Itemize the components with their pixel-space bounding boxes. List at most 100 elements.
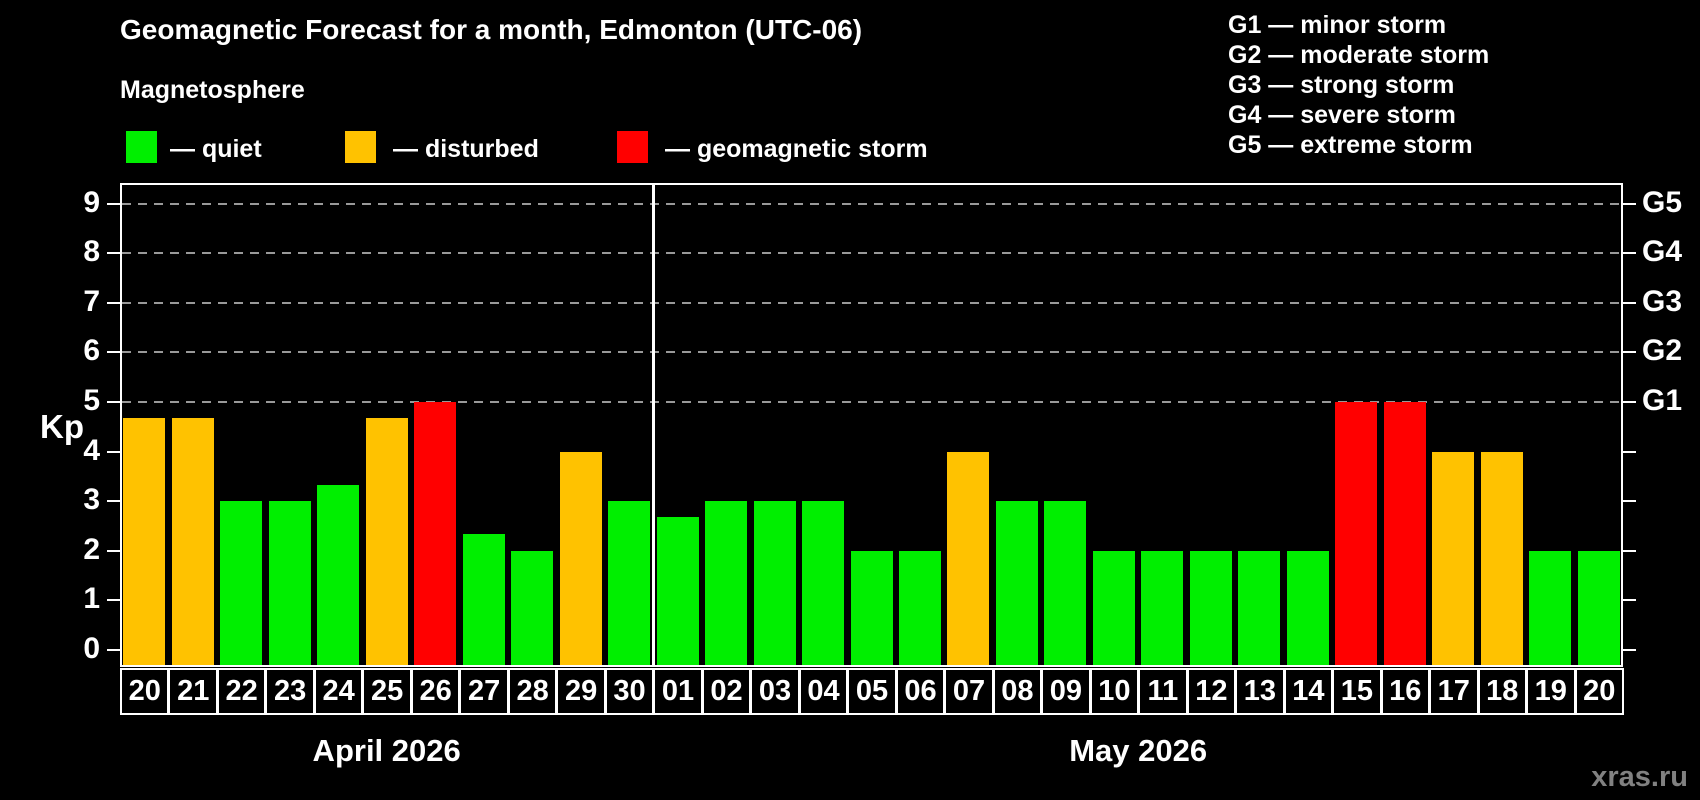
y-axis-tick-right	[1623, 400, 1636, 403]
day-label: 24	[313, 668, 364, 715]
disturbed-legend-label: — disturbed	[393, 135, 539, 163]
kp-bar	[268, 501, 311, 665]
y-axis-tick-left	[107, 549, 120, 552]
g1-legend-line: G1 — minor storm	[1228, 11, 1447, 39]
g-axis-label-g2: G2	[1642, 334, 1683, 368]
day-label: 21	[168, 668, 218, 715]
month-label: May 2026	[1069, 733, 1208, 768]
day-label: 06	[895, 668, 946, 715]
g-axis-label-g5: G5	[1642, 185, 1683, 219]
plot-border	[120, 183, 1623, 667]
kp-bar	[559, 451, 602, 665]
day-label: 28	[507, 668, 558, 715]
kp-bar	[365, 418, 408, 665]
day-label: 05	[847, 668, 897, 715]
kp-bar	[511, 550, 554, 665]
y-axis-tick-left	[107, 400, 120, 403]
storm-legend-swatch	[617, 131, 648, 163]
kp-bar	[1383, 401, 1426, 665]
day-label: 15	[1332, 668, 1382, 715]
g5-legend-line: G5 — extreme storm	[1228, 131, 1473, 159]
y-axis-tick-left	[107, 351, 120, 354]
y-tick-label: 8	[83, 235, 100, 269]
day-label: 04	[798, 668, 849, 715]
kp-bar	[317, 484, 360, 665]
day-label: 29	[556, 668, 606, 715]
kp-bar	[802, 501, 845, 665]
y-axis-tick-left	[107, 599, 120, 602]
y-axis-tick-right	[1623, 648, 1636, 651]
kp-bar	[898, 550, 941, 665]
day-label: 26	[410, 668, 461, 715]
day-label: 12	[1186, 668, 1237, 715]
day-label: 18	[1477, 668, 1528, 715]
day-label: 10	[1089, 668, 1140, 715]
y-axis-tick-right	[1623, 351, 1636, 354]
kp-bar	[850, 550, 893, 665]
g4-legend-line: G4 — severe storm	[1228, 101, 1456, 129]
y-tick-label: 9	[83, 185, 100, 219]
gridline-kp9	[122, 202, 1621, 205]
day-label: 20	[120, 668, 170, 715]
day-label: 11	[1138, 668, 1188, 715]
y-axis-tick-left	[107, 252, 120, 255]
y-axis-tick-right	[1623, 301, 1636, 304]
y-axis-tick-left	[107, 450, 120, 453]
day-label: 03	[750, 668, 800, 715]
kp-bar	[462, 534, 505, 665]
kp-bar	[1529, 550, 1572, 665]
g-axis-label-g3: G3	[1642, 284, 1683, 318]
kp-bar	[608, 501, 651, 665]
day-label: 01	[653, 668, 703, 715]
y-axis-tick-right	[1623, 599, 1636, 602]
gridline-kp8	[122, 252, 1621, 255]
kp-bar	[1286, 550, 1329, 665]
kp-bar	[414, 401, 457, 665]
kp-bar	[1432, 451, 1475, 665]
day-label: 02	[701, 668, 752, 715]
day-label: 25	[362, 668, 412, 715]
y-tick-label: 3	[83, 483, 100, 517]
y-axis-tick-left	[107, 648, 120, 651]
day-label: 13	[1235, 668, 1285, 715]
y-axis-tick-right	[1623, 252, 1636, 255]
kp-bar	[123, 418, 166, 665]
kp-bar	[1577, 550, 1620, 665]
month-divider-line	[652, 185, 656, 665]
y-axis-tick-left	[107, 500, 120, 503]
day-label: 14	[1283, 668, 1334, 715]
y-axis-tick-left	[107, 202, 120, 205]
watermark: xras.ru	[1591, 761, 1688, 793]
y-axis-tick-right	[1623, 500, 1636, 503]
kp-bar	[220, 501, 263, 665]
kp-bar	[1189, 550, 1232, 665]
gridline-kp7	[122, 301, 1621, 304]
y-axis-tick-right	[1623, 202, 1636, 205]
y-tick-label: 5	[83, 383, 100, 417]
day-label: 16	[1380, 668, 1431, 715]
kp-bar	[705, 501, 748, 665]
month-label: April 2026	[312, 733, 461, 768]
kp-bar	[995, 501, 1038, 665]
quiet-legend-label: — quiet	[170, 135, 262, 163]
kp-bar	[1141, 550, 1184, 665]
day-label: 19	[1526, 668, 1576, 715]
kp-bar	[1335, 401, 1378, 665]
y-tick-label: 2	[83, 532, 100, 566]
y-tick-label: 1	[83, 582, 100, 616]
day-label: 08	[992, 668, 1043, 715]
y-tick-label: 6	[83, 334, 100, 368]
day-label: 27	[459, 668, 509, 715]
legend-title: Magnetosphere	[120, 76, 305, 104]
kp-bar	[1092, 550, 1135, 665]
kp-bar	[656, 517, 699, 665]
g3-legend-line: G3 — strong storm	[1228, 71, 1455, 99]
kp-bar	[947, 451, 990, 665]
day-label: 30	[604, 668, 655, 715]
y-tick-label: 0	[83, 631, 100, 665]
day-label: 09	[1041, 668, 1091, 715]
y-axis-title: Kp	[40, 408, 84, 445]
kp-bar	[1238, 550, 1281, 665]
kp-bar	[1480, 451, 1523, 665]
g-axis-label-g1: G1	[1642, 383, 1683, 417]
